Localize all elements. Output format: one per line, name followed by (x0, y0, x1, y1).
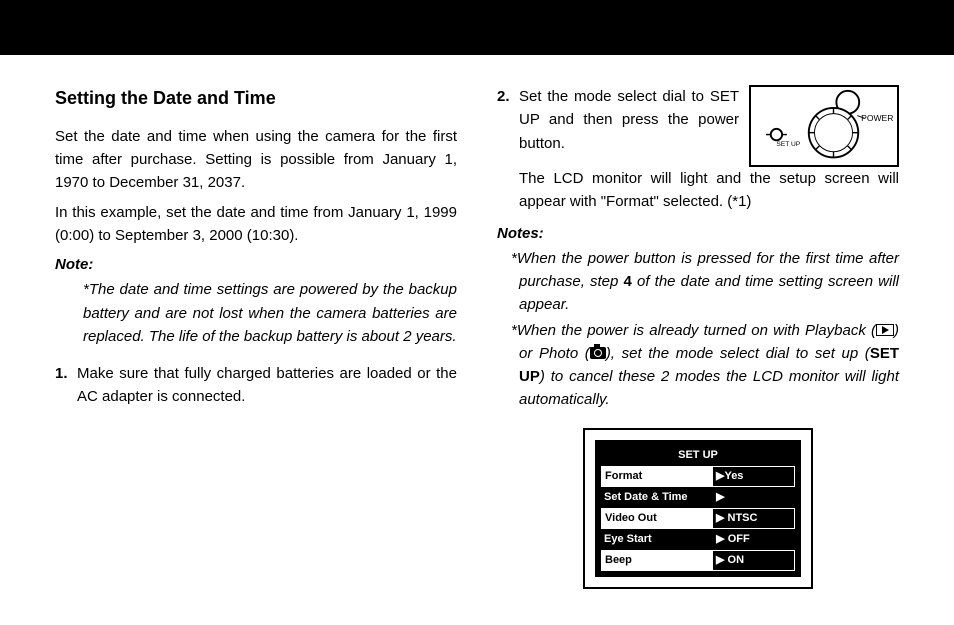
intro-paragraph-1: Set the date and time when using the cam… (55, 125, 457, 195)
section-heading: Setting the Date and Time (55, 85, 457, 113)
mode-dial-figure: POWER (749, 85, 899, 167)
lcd-row-label: Beep (602, 551, 713, 570)
power-label: POWER (861, 113, 893, 123)
lcd-row: Set Date & Time▶ (601, 488, 795, 507)
note2-d: ) to cancel these 2 modes the LCD monito… (519, 368, 899, 408)
svg-text:SET UP: SET UP (776, 141, 800, 148)
lcd-row-label: Format (602, 467, 713, 486)
step-2-text-a: Set the mode select dial to SET UP and t… (519, 85, 739, 155)
page-content: Setting the Date and Time Set the date a… (0, 55, 954, 609)
lcd-row-value: ▶ (713, 488, 795, 507)
playback-icon (876, 324, 894, 336)
note-item-2: *When the power is already turned on wit… (497, 319, 899, 412)
lcd-row-label: Set Date & Time (601, 488, 713, 507)
step-1-body: Make sure that fully charged batteries a… (77, 362, 457, 409)
step-2-number: 2. (497, 85, 519, 214)
lcd-row: Format▶Yes (601, 466, 795, 487)
note-label: Note: (55, 253, 457, 276)
lcd-row-value: ▶ OFF (713, 530, 795, 549)
step-2: 2. Set the mode select dial to SET UP an… (497, 85, 899, 214)
note2-c: ), set the mode select dial to set up ( (606, 345, 870, 362)
lcd-row-value: ▶ NTSC (713, 509, 794, 528)
lcd-row-value: ▶ ON (713, 551, 794, 570)
step-1: 1. Make sure that fully charged batterie… (55, 362, 457, 409)
step-1-number: 1. (55, 362, 77, 409)
step-2-text-b: The LCD monitor will light and the setup… (519, 167, 899, 214)
right-column: 2. Set the mode select dial to SET UP an… (497, 85, 899, 589)
lcd-row-value: ▶Yes (713, 467, 794, 486)
note2-a: *When the power is already turned on wit… (511, 322, 876, 339)
step-2-body: Set the mode select dial to SET UP and t… (519, 85, 899, 214)
intro-paragraph-2: In this example, set the date and time f… (55, 201, 457, 248)
camera-icon (590, 347, 606, 359)
lcd-setup-figure: SET UP Format▶YesSet Date & Time▶Video O… (583, 428, 813, 589)
lcd-title: SET UP (601, 446, 795, 465)
note-body: *The date and time settings are powered … (55, 278, 457, 348)
lcd-row-label: Video Out (602, 509, 713, 528)
lcd-row-label: Eye Start (601, 530, 713, 549)
note1-bold: 4 (624, 273, 632, 290)
lcd-row: Video Out▶ NTSC (601, 508, 795, 529)
lcd-row: Eye Start▶ OFF (601, 530, 795, 549)
lcd-screen: SET UP Format▶YesSet Date & Time▶Video O… (595, 440, 801, 577)
note-item-1: *When the power button is pressed for th… (497, 247, 899, 317)
left-column: Setting the Date and Time Set the date a… (55, 85, 457, 589)
top-black-bar (0, 0, 954, 55)
notes-label: Notes: (497, 222, 899, 245)
lcd-row: Beep▶ ON (601, 550, 795, 571)
